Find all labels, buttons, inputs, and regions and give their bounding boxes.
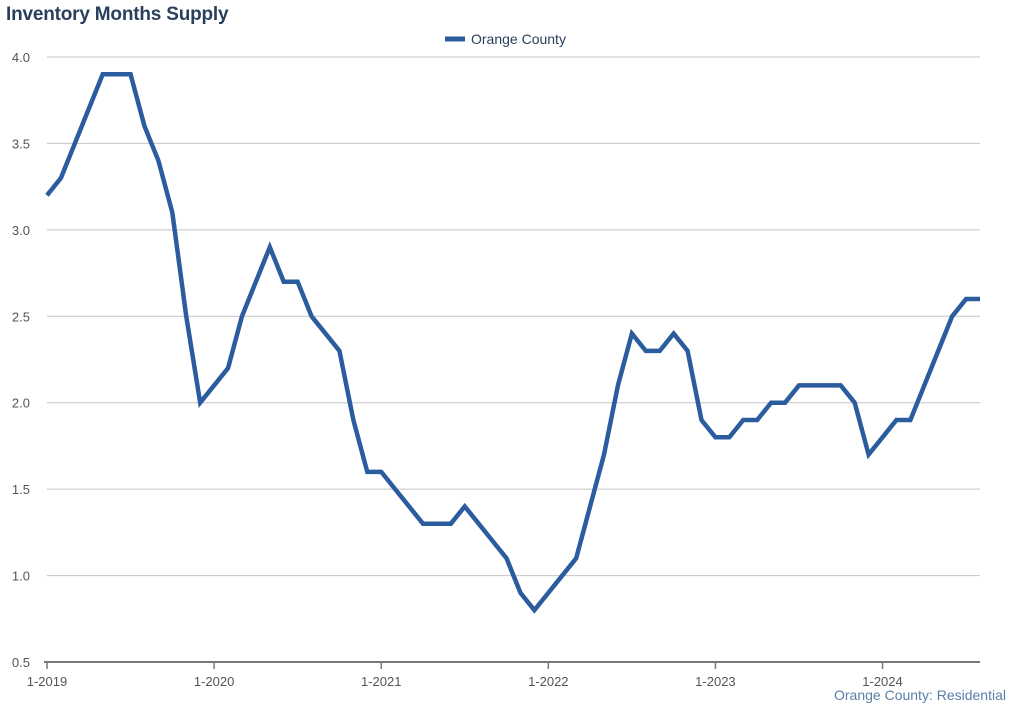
data-point [686, 349, 690, 353]
data-point [867, 453, 871, 457]
data-point [546, 591, 550, 595]
data-point [672, 332, 676, 336]
data-point [463, 504, 467, 508]
data-point [449, 522, 453, 526]
data-point [616, 383, 620, 387]
data-point [226, 366, 230, 370]
legend-label: Orange County [471, 31, 566, 47]
data-point [491, 539, 495, 543]
data-point [518, 591, 522, 595]
data-point [351, 418, 355, 422]
x-axis-labels: 1-2019 1-2020 1-2021 1-2022 1-2023 1-2024 [27, 674, 903, 689]
data-point [699, 418, 703, 422]
data-point [240, 314, 244, 318]
data-point [73, 141, 77, 145]
data-point [825, 383, 829, 387]
data-point [268, 245, 272, 249]
data-point [574, 556, 578, 560]
data-point [156, 159, 160, 163]
data-point [407, 504, 411, 508]
x-tick-label: 1-2021 [361, 674, 401, 689]
data-point [727, 435, 731, 439]
x-tick-label: 1-2023 [695, 674, 735, 689]
data-point [769, 401, 773, 405]
data-point [198, 401, 202, 405]
data-point [477, 522, 481, 526]
data-point [505, 556, 509, 560]
series-layer [45, 72, 982, 614]
data-point [212, 383, 216, 387]
data-point [741, 418, 745, 422]
chart-footer: Orange County: Residential [834, 687, 1006, 703]
data-point [755, 418, 759, 422]
data-point [950, 314, 954, 318]
data-point [170, 211, 174, 215]
y-tick-label: 4.0 [12, 50, 30, 65]
x-tick-label: 1-2022 [528, 674, 568, 689]
data-point [630, 332, 634, 336]
data-point [560, 574, 564, 578]
data-point [59, 176, 63, 180]
y-axis-labels: 0.5 1.0 1.5 2.0 2.5 3.0 3.5 4.0 [12, 50, 30, 670]
data-point [421, 522, 425, 526]
chart-title: Inventory Months Supply [6, 4, 229, 25]
data-point [184, 314, 188, 318]
data-point [783, 401, 787, 405]
data-point [853, 401, 857, 405]
data-point [337, 349, 341, 353]
legend: Orange County [445, 31, 566, 47]
data-point [964, 297, 968, 301]
data-point [602, 453, 606, 457]
data-point [894, 418, 898, 422]
data-point [310, 314, 314, 318]
x-axis [44, 661, 980, 669]
data-point [936, 349, 940, 353]
data-point [282, 280, 286, 284]
data-point [839, 383, 843, 387]
data-point [908, 418, 912, 422]
y-tick-label: 2.5 [12, 309, 30, 324]
x-tick-label: 1-2020 [194, 674, 234, 689]
data-point [811, 383, 815, 387]
data-point [379, 470, 383, 474]
data-point [45, 193, 49, 197]
data-point [87, 107, 91, 111]
y-tick-label: 0.5 [12, 655, 30, 670]
data-point [324, 332, 328, 336]
data-point [658, 349, 662, 353]
y-tick-label: 3.5 [12, 136, 30, 151]
data-point [532, 608, 536, 612]
data-point [978, 297, 982, 301]
y-tick-label: 1.0 [12, 569, 30, 584]
data-point [644, 349, 648, 353]
y-tick-label: 3.0 [12, 223, 30, 238]
data-point [101, 72, 105, 76]
data-point [254, 280, 258, 284]
data-point [797, 383, 801, 387]
x-tick-label: 1-2024 [862, 674, 902, 689]
data-point [365, 470, 369, 474]
data-point [922, 383, 926, 387]
data-point [142, 124, 146, 128]
data-point [588, 504, 592, 508]
data-point [115, 72, 119, 76]
data-point [129, 72, 133, 76]
data-point [881, 435, 885, 439]
data-point [435, 522, 439, 526]
y-tick-label: 2.0 [12, 396, 30, 411]
y-tick-label: 1.5 [12, 482, 30, 497]
data-point [393, 487, 397, 491]
data-point [296, 280, 300, 284]
data-point [713, 435, 717, 439]
series-line-orange-county [45, 72, 980, 614]
x-tick-label: 1-2019 [27, 674, 67, 689]
